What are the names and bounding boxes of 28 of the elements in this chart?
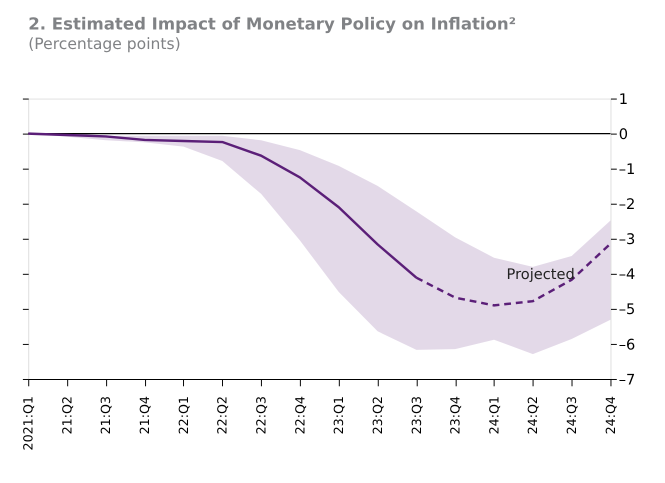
chart-title: 2. Estimated Impact of Monetary Policy on Inflation² bbox=[28, 14, 516, 34]
y-tick-label: –3 bbox=[618, 231, 636, 248]
x-tick-label: 21:Q4 bbox=[137, 396, 152, 434]
x-tick-label: 22:Q3 bbox=[254, 396, 269, 434]
x-tick-label: 23:Q4 bbox=[448, 396, 463, 434]
x-tick-label: 22:Q4 bbox=[292, 396, 308, 434]
chart-subtitle: (Percentage points) bbox=[28, 34, 181, 53]
y-tick-label: –6 bbox=[618, 336, 636, 354]
x-tick-label: 23:Q3 bbox=[408, 396, 424, 434]
y-tick-label: –7 bbox=[618, 371, 636, 388]
y-tick-label: –1 bbox=[618, 161, 636, 178]
x-tick-label: 21:Q3 bbox=[98, 396, 114, 434]
x-tick-label: 24:Q2 bbox=[525, 396, 540, 434]
y-tick-label: –4 bbox=[618, 266, 636, 284]
x-tick-label: 24:Q3 bbox=[564, 396, 580, 434]
series-label: Projected bbox=[506, 266, 575, 283]
x-tick-label: 21:Q2 bbox=[59, 396, 74, 434]
y-tick-label: 1 bbox=[618, 90, 628, 108]
y-tick-label: 0 bbox=[618, 126, 628, 143]
x-tick-label: 22:Q1 bbox=[176, 396, 191, 434]
x-tick-label: 2021:Q1 bbox=[20, 396, 36, 450]
x-tick-label: 22:Q2 bbox=[214, 396, 230, 434]
x-tick-label: 24:Q4 bbox=[602, 396, 618, 434]
x-tick-label: 23:Q1 bbox=[331, 396, 346, 434]
y-tick-label: –5 bbox=[618, 301, 636, 318]
y-tick-label: –2 bbox=[618, 196, 636, 214]
x-tick-label: 23:Q2 bbox=[370, 396, 385, 434]
x-tick-label: 24:Q1 bbox=[486, 396, 502, 434]
